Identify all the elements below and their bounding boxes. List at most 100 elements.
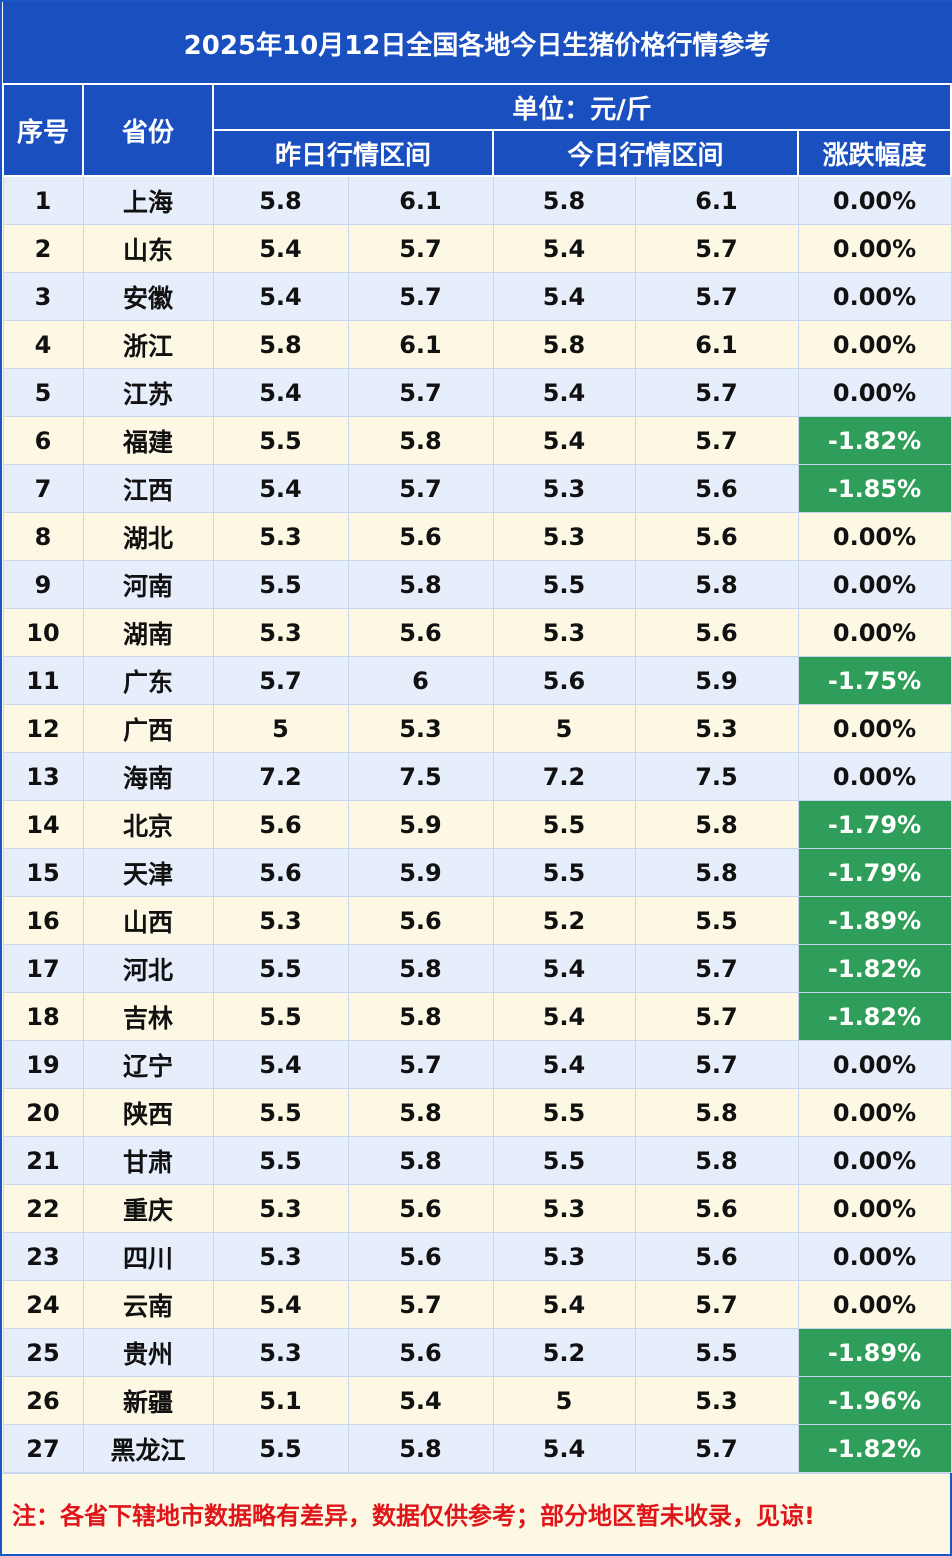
cell-today-high: 5.6 <box>634 608 799 657</box>
cell-today-high: 6.1 <box>634 175 799 225</box>
cell-province: 山东 <box>82 224 214 273</box>
cell-province: 上海 <box>82 175 214 225</box>
cell-index: 4 <box>2 320 84 369</box>
cell-yesterday-low: 5.5 <box>212 416 349 465</box>
cell-today-high: 5.3 <box>634 1376 799 1425</box>
cell-today-low: 5.4 <box>492 224 636 273</box>
cell-index: 17 <box>2 944 84 993</box>
table-row: 14 北京 5.6 5.9 5.5 5.8 -1.79% <box>2 800 952 849</box>
cell-yesterday-low: 5.5 <box>212 1136 349 1185</box>
cell-today-high: 5.7 <box>634 416 799 465</box>
cell-today-low: 5.3 <box>492 1184 636 1233</box>
cell-today-high: 5.5 <box>634 896 799 945</box>
cell-change: 0.00% <box>797 320 952 369</box>
cell-index: 3 <box>2 272 84 321</box>
table-row: 18 吉林 5.5 5.8 5.4 5.7 -1.82% <box>2 992 952 1041</box>
cell-yesterday-low: 5.3 <box>212 608 349 657</box>
cell-index: 27 <box>2 1424 84 1473</box>
cell-index: 19 <box>2 1040 84 1089</box>
cell-index: 7 <box>2 464 84 513</box>
cell-yesterday-high: 5.8 <box>347 944 494 993</box>
cell-change: -1.82% <box>797 992 952 1041</box>
cell-province: 陕西 <box>82 1088 214 1137</box>
table-row: 19 辽宁 5.4 5.7 5.4 5.7 0.00% <box>2 1040 952 1089</box>
cell-today-low: 5.5 <box>492 800 636 849</box>
cell-today-low: 5.3 <box>492 464 636 513</box>
cell-province: 吉林 <box>82 992 214 1041</box>
cell-yesterday-high: 5.7 <box>347 1040 494 1089</box>
cell-yesterday-low: 5 <box>212 704 349 753</box>
cell-province: 重庆 <box>82 1184 214 1233</box>
cell-change: -1.85% <box>797 464 952 513</box>
cell-today-high: 5.6 <box>634 464 799 513</box>
cell-today-low: 5.2 <box>492 896 636 945</box>
cell-index: 18 <box>2 992 84 1041</box>
cell-yesterday-high: 5.6 <box>347 512 494 561</box>
cell-yesterday-low: 5.5 <box>212 1424 349 1473</box>
cell-today-high: 5.5 <box>634 1328 799 1377</box>
cell-yesterday-low: 5.6 <box>212 800 349 849</box>
cell-change: 0.00% <box>797 175 952 225</box>
cell-yesterday-high: 6 <box>347 656 494 705</box>
cell-change: -1.79% <box>797 848 952 897</box>
cell-province: 福建 <box>82 416 214 465</box>
cell-yesterday-high: 7.5 <box>347 752 494 801</box>
cell-today-high: 5.7 <box>634 944 799 993</box>
cell-index: 6 <box>2 416 84 465</box>
cell-province: 黑龙江 <box>82 1424 214 1473</box>
cell-province: 浙江 <box>82 320 214 369</box>
cell-province: 江西 <box>82 464 214 513</box>
cell-today-high: 5.9 <box>634 656 799 705</box>
cell-yesterday-high: 6.1 <box>347 320 494 369</box>
cell-today-low: 5.8 <box>492 175 636 225</box>
cell-yesterday-low: 5.3 <box>212 1328 349 1377</box>
cell-change: -1.82% <box>797 1424 952 1473</box>
cell-yesterday-high: 5.6 <box>347 1328 494 1377</box>
header-today-range: 今日行情区间 <box>492 129 799 177</box>
cell-yesterday-low: 5.3 <box>212 1184 349 1233</box>
cell-index: 15 <box>2 848 84 897</box>
cell-province: 天津 <box>82 848 214 897</box>
cell-change: 0.00% <box>797 1184 952 1233</box>
cell-change: -1.79% <box>797 800 952 849</box>
cell-index: 26 <box>2 1376 84 1425</box>
table-row: 7 江西 5.4 5.7 5.3 5.6 -1.85% <box>2 464 952 513</box>
cell-today-low: 5 <box>492 1376 636 1425</box>
cell-today-low: 5.5 <box>492 848 636 897</box>
cell-index: 10 <box>2 608 84 657</box>
cell-yesterday-high: 5.8 <box>347 1424 494 1473</box>
table-row: 8 湖北 5.3 5.6 5.3 5.6 0.00% <box>2 512 952 561</box>
table-row: 21 甘肃 5.5 5.8 5.5 5.8 0.00% <box>2 1136 952 1185</box>
cell-yesterday-high: 5.8 <box>347 1136 494 1185</box>
table-row: 26 新疆 5.1 5.4 5 5.3 -1.96% <box>2 1376 952 1425</box>
table-body: 1 上海 5.8 6.1 5.8 6.1 0.00% 2 山东 5.4 5.7 5.4 5.7 0.00%… <box>2 175 952 1473</box>
cell-province: 云南 <box>82 1280 214 1329</box>
cell-yesterday-high: 5.3 <box>347 704 494 753</box>
pig-price-table: 2025年10月12日全国各地今日生猪价格行情参考 序号 省份 单位：元/斤 昨… <box>2 2 952 1473</box>
cell-yesterday-high: 5.8 <box>347 1088 494 1137</box>
cell-yesterday-high: 5.8 <box>347 416 494 465</box>
cell-today-low: 5.4 <box>492 944 636 993</box>
cell-today-low: 5.5 <box>492 560 636 609</box>
cell-index: 9 <box>2 560 84 609</box>
table-row: 2 山东 5.4 5.7 5.4 5.7 0.00% <box>2 224 952 273</box>
cell-index: 23 <box>2 1232 84 1281</box>
cell-yesterday-high: 5.6 <box>347 1184 494 1233</box>
cell-change: 0.00% <box>797 1088 952 1137</box>
cell-province: 广西 <box>82 704 214 753</box>
cell-today-high: 5.7 <box>634 1280 799 1329</box>
cell-today-low: 5.4 <box>492 368 636 417</box>
cell-index: 12 <box>2 704 84 753</box>
cell-today-high: 5.7 <box>634 1040 799 1089</box>
cell-yesterday-low: 5.7 <box>212 656 349 705</box>
cell-province: 北京 <box>82 800 214 849</box>
cell-yesterday-high: 5.7 <box>347 464 494 513</box>
header-change: 涨跌幅度 <box>796 129 952 177</box>
cell-index: 24 <box>2 1280 84 1329</box>
table-row: 10 湖南 5.3 5.6 5.3 5.6 0.00% <box>2 608 952 657</box>
cell-yesterday-high: 5.6 <box>347 896 494 945</box>
cell-today-high: 5.7 <box>634 1424 799 1473</box>
cell-index: 5 <box>2 368 84 417</box>
cell-province: 河南 <box>82 560 214 609</box>
cell-yesterday-low: 7.2 <box>212 752 349 801</box>
